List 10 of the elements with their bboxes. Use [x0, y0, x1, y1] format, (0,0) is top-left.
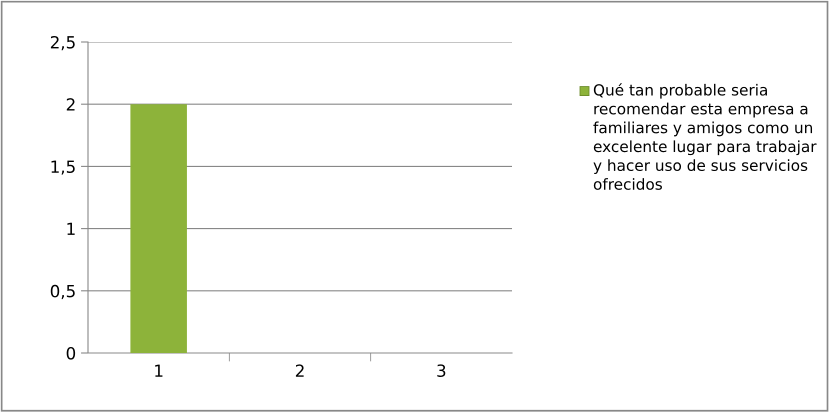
legend-label: Qué tan probable seria recomendar esta empresa a familiares y amigos como un excelente lugar para trabajar y hacer uso de sus servicios ofrecidos	[593, 83, 817, 190]
y-tick-label: 0,5	[50, 284, 75, 300]
y-tick-label: 1,5	[52, 160, 75, 175]
x-tick-label: 1	[155, 364, 162, 377]
y-tick-label: 0	[66, 346, 76, 360]
x-tick-label: 3	[437, 364, 446, 378]
y-tick-label: 1	[67, 222, 75, 235]
y-tick-label: 2,5	[50, 36, 75, 50]
x-tick-label: 2	[296, 364, 304, 377]
y-tick-label: 2	[66, 98, 75, 111]
